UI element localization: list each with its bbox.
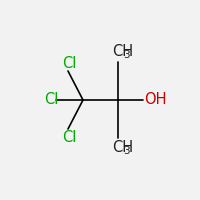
Text: CH: CH: [112, 140, 133, 155]
Text: CH: CH: [112, 45, 133, 60]
Text: OH: OH: [144, 92, 166, 108]
Text: 3: 3: [123, 50, 130, 60]
Text: Cl: Cl: [62, 55, 76, 71]
Text: Cl: Cl: [44, 92, 58, 108]
Text: 3: 3: [123, 146, 130, 156]
Text: Cl: Cl: [62, 130, 76, 144]
